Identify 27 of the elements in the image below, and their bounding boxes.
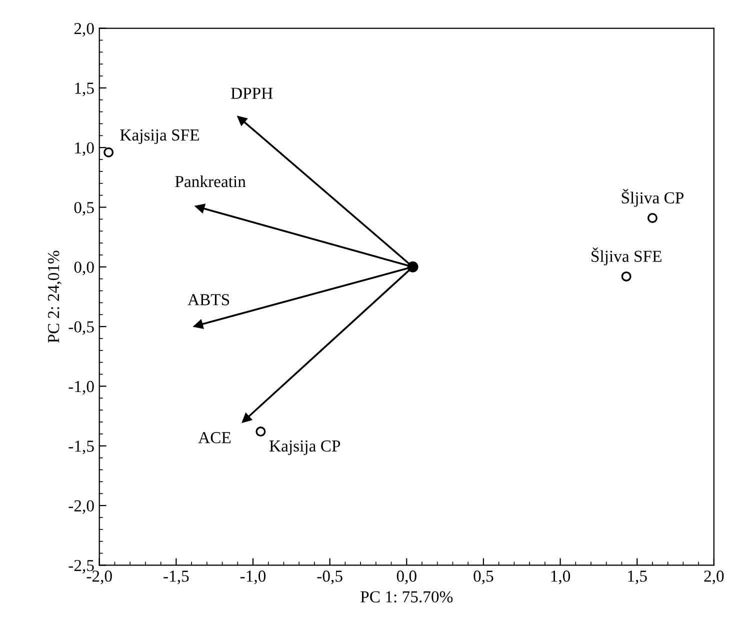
- y-tick-label: 1,5: [75, 82, 94, 96]
- annotation: Šljiva CP: [622, 189, 684, 207]
- annotation: ACE: [198, 432, 231, 444]
- y-tick-label: 1,0: [75, 142, 94, 156]
- y-tick-label: -1,0: [68, 380, 94, 395]
- y-tick-label: 0,0: [74, 262, 94, 276]
- y-tick-label: 0,5: [74, 202, 94, 216]
- x-tick-label: 0,0: [396, 570, 416, 584]
- x-tick-label: -1,0: [240, 570, 266, 584]
- annotation: Kajsija CP: [269, 440, 340, 456]
- y-axis-title: PC 2: 24,01%: [48, 250, 62, 343]
- x-tick-label: 0,5: [474, 570, 494, 584]
- annotation: Pankreatin: [175, 175, 246, 188]
- annotation: Kajsija SFE: [120, 129, 199, 144]
- x-axis-title: PC 1: 75.70%: [360, 591, 453, 603]
- x-tick-label: -1,5: [164, 570, 189, 584]
- y-tick-label: 2,0: [74, 22, 94, 37]
- annotation: Šljiva SFE: [592, 248, 662, 266]
- x-tick-label: 1,5: [628, 570, 647, 584]
- y-tick-label: -1,5: [68, 440, 94, 454]
- x-tick-label: -0,5: [317, 570, 342, 584]
- x-tick-label: 1,0: [551, 570, 570, 584]
- annotation: ABTS: [188, 294, 230, 306]
- annotation: DPPH: [230, 88, 273, 99]
- x-tick-label: 2,0: [704, 570, 724, 584]
- y-tick-label: -0,5: [68, 321, 94, 335]
- y-tick-label: -2,0: [68, 500, 94, 514]
